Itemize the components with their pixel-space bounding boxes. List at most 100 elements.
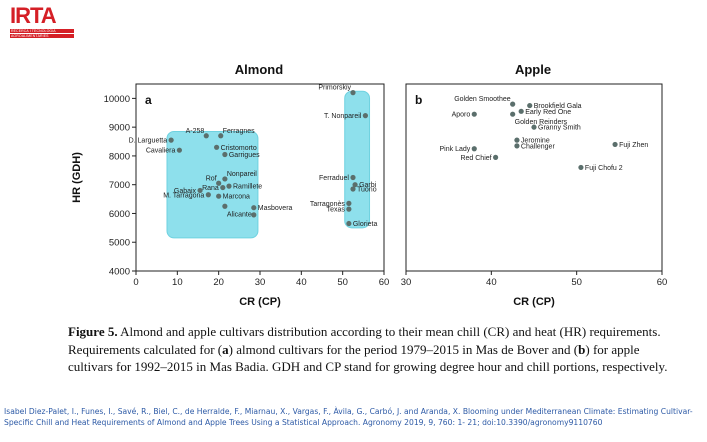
data-point: [518, 108, 524, 114]
data-point: [471, 111, 477, 117]
x-tick-label: 30: [255, 277, 266, 288]
x-tick-label: 50: [337, 277, 348, 288]
point-label: Masbovera: [258, 205, 293, 212]
point-label: Granny Smith: [538, 125, 581, 132]
x-tick-label: 50: [571, 277, 582, 288]
chart-title: Almond: [235, 62, 283, 77]
data-point: [350, 186, 356, 192]
data-point: [527, 102, 533, 109]
data-point: [612, 141, 618, 148]
x-tick-label: 0: [133, 277, 138, 288]
citation: Isabel Diez-Palet, I., Funes, I., Savé, …: [4, 407, 693, 427]
point-label: Rof: [206, 175, 217, 182]
y-tick-label: 9000: [109, 123, 130, 134]
point-label: Texas: [327, 207, 346, 214]
data-point: [205, 192, 211, 198]
point-label: Brookfield Gala: [534, 103, 582, 110]
data-point: [493, 154, 499, 160]
data-point: [514, 143, 520, 149]
y-tick-label: 7000: [109, 180, 130, 191]
data-point: [531, 124, 537, 130]
data-point: [346, 206, 352, 212]
data-point: [346, 220, 352, 227]
figure-label: Figure 5.: [68, 324, 118, 339]
x-tick-label: 60: [379, 277, 390, 288]
data-point: [578, 164, 584, 171]
caption-text-3: ) for apple cultivars for 1992–2015 in M…: [68, 341, 668, 375]
data-point: [218, 133, 224, 139]
x-tick-label: 60: [657, 277, 668, 288]
x-tick-label: 40: [296, 277, 307, 288]
point-label: Cristomorto: [221, 145, 257, 152]
y-axis-label: HR (GDH): [71, 152, 83, 203]
x-axis-label: CR (CP): [513, 296, 555, 308]
point-label: Tuono: [357, 187, 377, 194]
point-label: Ramillete: [233, 184, 262, 191]
data-point: [510, 111, 516, 117]
data-point: [226, 183, 232, 189]
data-point: [510, 101, 516, 107]
panel-label: a: [145, 93, 152, 107]
irta-logo: IRTA RECERCA I TECNOLOGIA AGROALIMENTÀRI…: [10, 5, 74, 39]
group-box: [166, 130, 259, 239]
data-point: [346, 200, 352, 206]
point-label: Fuji Zhen: [619, 142, 648, 149]
point-label: Nonpareil: [227, 171, 257, 178]
point-label: Tarragonès: [310, 201, 346, 208]
data-point: [514, 137, 520, 143]
data-point: [176, 147, 182, 153]
logo-name: IRTA: [10, 3, 57, 28]
point-label: M. Tarragona: [163, 192, 204, 199]
point-label: Golden Smoothee: [454, 96, 511, 103]
point-label: Ferraduel: [319, 175, 349, 182]
x-tick-label: 30: [401, 277, 412, 288]
point-label: Alicante: [227, 211, 252, 218]
data-point: [251, 212, 257, 218]
point-label: Pink Lady: [440, 146, 471, 153]
logo-sub-line: AGROALIMENTÀRIES: [10, 34, 74, 38]
chart-title: Apple: [515, 62, 551, 77]
point-label: Challenger: [521, 143, 556, 150]
y-tick-label: 8000: [109, 151, 130, 162]
plot-frame: [405, 83, 663, 272]
data-point: [350, 174, 356, 181]
y-tick-label: 10000: [104, 94, 130, 105]
y-tick-label: 6000: [109, 209, 130, 220]
data-point: [222, 176, 228, 182]
point-label: Marcona: [223, 194, 250, 201]
point-label: Glorieta: [353, 221, 378, 228]
point-label: Garbi: [359, 182, 377, 189]
data-point: [216, 193, 222, 199]
data-point: [471, 146, 477, 152]
point-label: Ferragnes: [223, 128, 255, 135]
logo-sub-line: RECERCA I TECNOLOGIA: [10, 29, 74, 33]
data-point: [197, 187, 203, 194]
point-label: Gabaix: [174, 188, 197, 195]
point-label: Garrigues: [229, 152, 260, 159]
point-label: Early Red One: [525, 109, 571, 116]
point-label: Fuji Chofu 2: [585, 165, 623, 172]
data-point: [352, 182, 358, 188]
data-point: [362, 113, 368, 119]
x-axis-label: CR (CP): [239, 296, 281, 308]
point-label: Rana: [202, 185, 219, 192]
data-point: [222, 203, 228, 209]
y-tick-label: 5000: [109, 238, 130, 249]
data-point: [216, 180, 222, 186]
caption-text-1: Almond and apple cultivars distribution …: [68, 324, 661, 357]
data-point: [251, 205, 257, 211]
point-label: Jeromine: [521, 138, 550, 145]
figure-caption: Figure 5. Almond and apple cultivars dis…: [68, 323, 678, 376]
data-point: [203, 133, 209, 139]
x-tick-label: 20: [213, 277, 224, 288]
data-point: [168, 137, 174, 143]
caption-text-2: ) almond cultivars for the period 1979–2…: [228, 341, 579, 357]
y-tick-label: 4000: [109, 267, 130, 278]
logo-subtitle: RECERCA I TECNOLOGIA AGROALIMENTÀRIES: [10, 29, 74, 38]
data-point: [350, 90, 356, 96]
caption-b-label: b: [578, 341, 586, 357]
x-tick-label: 10: [172, 277, 183, 288]
figure-charts: Almond a 0 10 20 30 40 50 60 4000 5000 6000 7000 8000…: [71, 62, 668, 308]
x-tick-label: 40: [486, 277, 497, 288]
point-label: D. Larguetta: [129, 138, 168, 145]
